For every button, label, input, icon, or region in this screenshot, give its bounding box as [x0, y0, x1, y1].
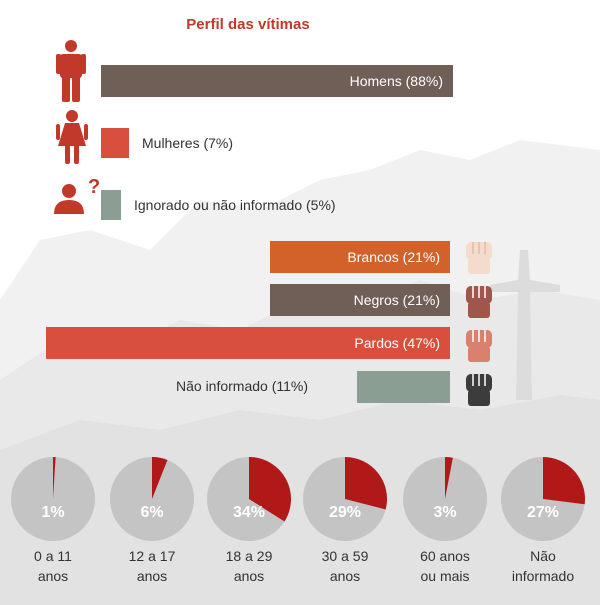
bar-mulheres	[101, 128, 129, 158]
pie-category-label-line: informado	[511, 568, 575, 584]
man-icon	[56, 40, 86, 102]
pie-category-label-line: 60 anos	[420, 548, 470, 564]
pie-category-label-line: anos	[37, 568, 69, 584]
bar-brancos: Brancos (21%)	[270, 241, 450, 273]
bar-label: Mulheres (7%)	[142, 135, 234, 151]
bar-label: Pardos (47%)	[354, 335, 440, 351]
pie-value-slice	[152, 457, 168, 499]
fist-icon	[466, 242, 492, 274]
pie-category-label: 18 a 29 anos	[199, 546, 299, 586]
woman-icon	[56, 110, 88, 164]
bar-nao-informado	[357, 371, 450, 403]
pie-value-slice	[345, 457, 387, 510]
pie-category-label: 12 a 17 anos	[102, 546, 202, 586]
pie-2: 34%	[206, 456, 292, 542]
pie-category-label-line: 0 a 11	[34, 548, 72, 564]
pie-category-label: 0 a 11 anos	[3, 546, 103, 586]
fist-icon	[466, 330, 492, 362]
pie-chart	[110, 457, 194, 541]
pie-category-label: 60 anos ou mais	[395, 546, 495, 586]
bar-label: Não informado (11%)	[176, 378, 309, 394]
pie-category-label-line: ou mais	[420, 568, 470, 584]
bar-homens: Homens (88%)	[101, 65, 453, 97]
unknown-person-icon: ?	[54, 176, 100, 214]
pie-value-slice	[53, 456, 56, 499]
pie-1: 6%	[109, 456, 195, 542]
pie-0: 1%	[10, 456, 96, 542]
pie-category-label-line: anos	[136, 568, 168, 584]
pie-category-label-line: anos	[329, 568, 361, 584]
pie-category-label-line: 12 a 17	[128, 548, 176, 564]
svg-text:?: ?	[88, 176, 100, 198]
pie-value-slice	[543, 457, 586, 505]
pie-category-label: 30 a 59 anos	[295, 546, 395, 586]
fist-icon	[466, 286, 492, 318]
pie-category-label-line: 30 a 59	[321, 548, 369, 564]
pie-percent-label: 27%	[526, 504, 560, 521]
pie-category-label-line: anos	[233, 568, 265, 584]
pie-chart	[501, 457, 586, 541]
bar-ignorado	[101, 190, 121, 220]
pie-chart	[11, 456, 95, 541]
pie-percent-label: 29%	[328, 504, 362, 521]
pie-3: 29%	[302, 456, 388, 542]
pie-chart	[207, 457, 291, 541]
pie-category-label-line: Não	[530, 548, 556, 564]
pie-value-slice	[249, 457, 291, 522]
pie-category-label: Não informado	[493, 546, 593, 586]
bar-label: Homens (88%)	[349, 73, 443, 89]
pie-percent-label: 3%	[433, 504, 457, 521]
bar-label: Ignorado ou não informado (5%)	[134, 197, 336, 213]
fist-icon	[466, 374, 492, 406]
pie-chart	[403, 457, 487, 541]
chart-title: Perfil das vítimas	[186, 16, 310, 33]
pie-percent-label: 1%	[41, 504, 65, 521]
pie-category-label-line: 18 a 29	[225, 548, 273, 564]
bar-pardos: Pardos (47%)	[46, 327, 450, 359]
pie-chart	[303, 457, 387, 541]
bar-label: Brancos (21%)	[347, 249, 440, 265]
bar-label: Negros (21%)	[353, 292, 440, 308]
pie-4: 3%	[402, 456, 488, 542]
pie-value-slice	[445, 457, 453, 499]
bar-negros: Negros (21%)	[270, 284, 450, 316]
pie-percent-label: 6%	[140, 504, 164, 521]
pie-5: 27%	[500, 456, 586, 542]
pie-percent-label: 34%	[232, 504, 266, 521]
